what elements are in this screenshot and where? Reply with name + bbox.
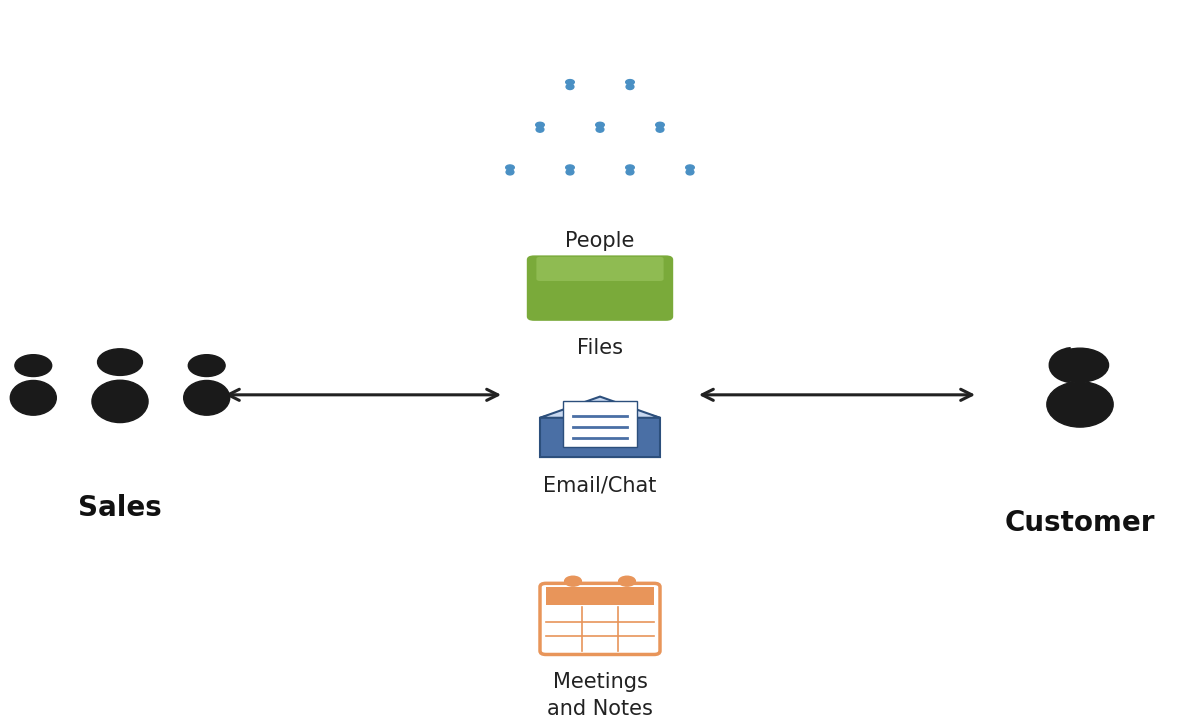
- FancyBboxPatch shape: [527, 255, 673, 321]
- Circle shape: [14, 355, 52, 377]
- FancyBboxPatch shape: [536, 257, 664, 281]
- Polygon shape: [540, 397, 660, 418]
- FancyBboxPatch shape: [564, 401, 636, 447]
- Circle shape: [565, 165, 575, 170]
- Ellipse shape: [656, 126, 664, 132]
- Ellipse shape: [92, 380, 148, 422]
- Circle shape: [595, 122, 605, 127]
- Ellipse shape: [506, 169, 514, 175]
- Ellipse shape: [566, 84, 574, 89]
- Ellipse shape: [626, 169, 634, 175]
- Ellipse shape: [686, 169, 694, 175]
- Circle shape: [685, 165, 695, 170]
- Ellipse shape: [596, 126, 604, 132]
- FancyBboxPatch shape: [540, 583, 660, 654]
- Circle shape: [625, 165, 635, 170]
- Text: Meetings
and Notes: Meetings and Notes: [547, 672, 653, 719]
- Polygon shape: [540, 401, 660, 457]
- Ellipse shape: [11, 380, 56, 415]
- Circle shape: [97, 349, 143, 375]
- Ellipse shape: [1046, 382, 1114, 427]
- Circle shape: [1051, 348, 1109, 382]
- Text: Files: Files: [577, 338, 623, 358]
- Ellipse shape: [566, 169, 574, 175]
- Circle shape: [188, 355, 226, 377]
- FancyBboxPatch shape: [528, 288, 600, 310]
- Circle shape: [535, 122, 545, 127]
- Circle shape: [565, 79, 575, 84]
- Text: Customer: Customer: [1004, 509, 1156, 537]
- Circle shape: [625, 79, 635, 84]
- Circle shape: [619, 577, 636, 586]
- Ellipse shape: [184, 380, 229, 415]
- Circle shape: [505, 165, 515, 170]
- Ellipse shape: [536, 126, 544, 132]
- Text: People: People: [565, 231, 635, 252]
- Ellipse shape: [626, 84, 634, 89]
- Text: Email/Chat: Email/Chat: [544, 475, 656, 495]
- Circle shape: [655, 122, 665, 127]
- Circle shape: [565, 577, 581, 586]
- FancyBboxPatch shape: [546, 587, 654, 605]
- Text: Sales: Sales: [78, 494, 162, 523]
